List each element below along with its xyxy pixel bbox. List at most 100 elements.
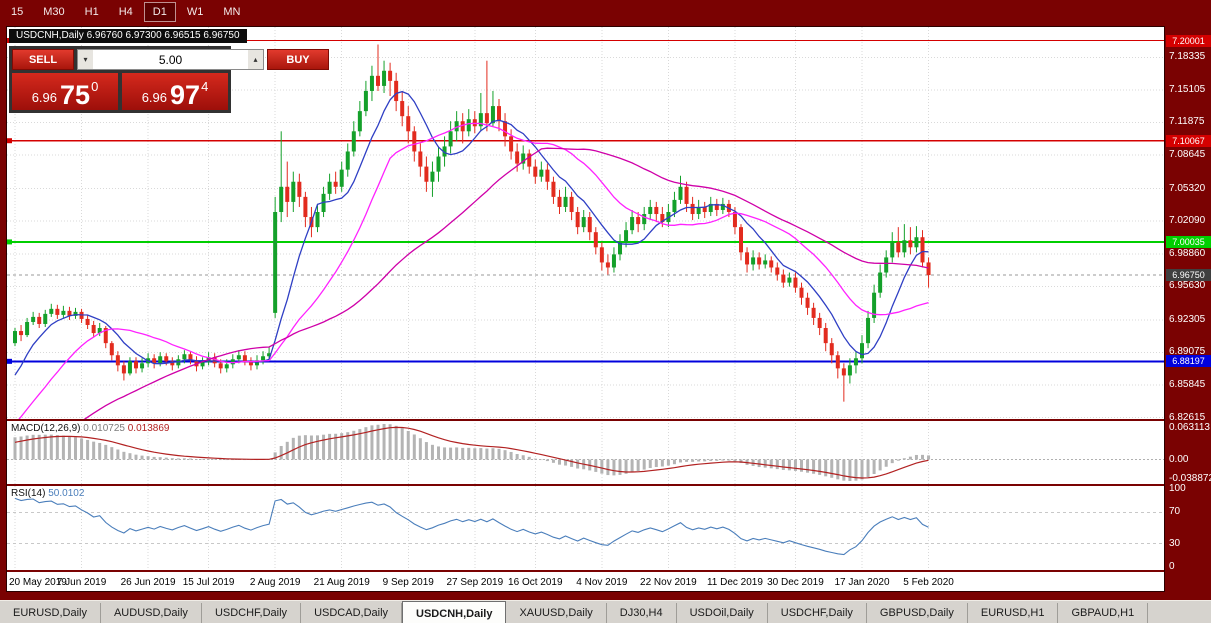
chart-tab-eurusd-daily[interactable]: EURUSD,Daily (0, 603, 101, 623)
rsi-line (14, 497, 929, 556)
buy-button[interactable]: BUY (267, 49, 329, 70)
ohlc-values: 6.96760 6.97300 6.96515 6.96750 (86, 30, 240, 41)
symbol-label: USDCNH,Daily (16, 30, 84, 41)
volume-increase-icon[interactable]: ▴ (248, 50, 263, 69)
moving-averages-group (14, 90, 929, 419)
macd-header: MACD(12,26,9) 0.010725 0.013869 (11, 423, 169, 434)
price-axis: 7.18335 7.15105 7.11875 7.08645 7.05320 7.020… (1166, 27, 1211, 591)
sell-price-base: 6.96 (31, 89, 58, 105)
panel-separator (7, 484, 1164, 486)
timeframe-button-D1[interactable]: D1 (143, 2, 176, 22)
date-label: 11 Dec 2019 (707, 577, 763, 588)
date-label: 16 Oct 2019 (508, 577, 563, 588)
chart-tab-eurusd-h1[interactable]: EURUSD,H1 (968, 603, 1059, 623)
chart-tab-usdcnh-daily[interactable]: USDCNH,Daily (402, 601, 507, 623)
chart-tab-audusd-daily[interactable]: AUDUSD,Daily (101, 603, 202, 623)
chart-tab-xauusd-daily[interactable]: XAUUSD,Daily (506, 603, 607, 623)
macd-value: 0.010725 (83, 423, 125, 434)
date-label: 15 Jul 2019 (183, 577, 235, 588)
ma-line-45 (83, 147, 929, 419)
price-tick-label: 7.18335 (1169, 51, 1206, 63)
volume-stepper: ▾ ▴ (77, 49, 264, 70)
timeframe-button-H4[interactable]: H4 (118, 6, 133, 18)
price-tick-label: 6.82615 (1169, 411, 1206, 423)
price-tick-label: 7.02090 (1169, 215, 1206, 227)
timeframe-button-W1[interactable]: W1 (186, 6, 204, 18)
macd-signal-line (14, 426, 929, 479)
ma-line-20 (18, 122, 929, 419)
chart-tab-usdchf-daily[interactable]: USDCHF,Daily (202, 603, 302, 623)
rsi-label: RSI(14) (11, 488, 46, 499)
timeframe-toolbar: 15 M30 H1 H4 D1 W1 MN (0, 0, 1211, 24)
price-tick-label: 7.08645 (1169, 149, 1206, 161)
date-label: 7 Jun 2019 (57, 577, 107, 588)
price-tick-label: 6.89075 (1169, 346, 1206, 358)
date-label: 9 Sep 2019 (383, 577, 435, 588)
candles-group (13, 44, 931, 402)
macd-signal-value: 0.013869 (127, 423, 170, 434)
price-tag-7.20001: 7.20001 (1166, 34, 1211, 47)
sell-price-pips: 75 (60, 80, 91, 111)
timeframe-button-15[interactable]: 15 (11, 6, 24, 18)
sell-price-point: 0 (91, 79, 99, 94)
date-label: 27 Sep 2019 (446, 577, 503, 588)
chart-tab-bar: EURUSD,Daily AUDUSD,Daily USDCHF,Daily USDC… (0, 600, 1211, 623)
hline-anchor[interactable] (7, 358, 12, 364)
date-label: 17 Jan 2020 (834, 577, 889, 588)
buy-price-button[interactable]: 6.96 97 4 (122, 73, 228, 110)
hline-anchor[interactable] (7, 239, 12, 245)
macd-axis-max: 0.063113 (1169, 422, 1210, 433)
current-price-tag: 6.96750 (1166, 269, 1211, 282)
volume-input[interactable] (93, 50, 248, 69)
price-tick-label: 6.95630 (1169, 280, 1206, 292)
timeframe-button-H1[interactable]: H1 (84, 6, 99, 18)
sell-button[interactable]: SELL (12, 49, 74, 70)
price-tick-label: 7.11875 (1169, 116, 1205, 128)
timeframe-button-MN[interactable]: MN (223, 6, 241, 18)
price-tick-label: 7.05320 (1169, 182, 1206, 194)
date-label: 26 Jun 2019 (121, 577, 176, 588)
rsi-axis-0: 0 (1169, 561, 1175, 572)
volume-decrease-icon[interactable]: ▾ (78, 50, 93, 69)
macd-label: MACD(12,26,9) (11, 423, 81, 434)
buy-price-point: 4 (201, 79, 209, 94)
macd-axis-min: -0.038872 (1169, 473, 1211, 484)
chart-tab-usdchf-daily[interactable]: USDCHF,Daily (768, 603, 867, 623)
buy-price-base: 6.96 (141, 89, 168, 105)
chart-tab-gbpaud-h1[interactable]: GBPAUD,H1 (1058, 603, 1149, 623)
rsi-header: RSI(14) 50.0102 (11, 488, 84, 499)
price-tag-7.10067: 7.10067 (1166, 134, 1211, 147)
buy-price-pips: 97 (170, 80, 201, 111)
panel-separator (7, 570, 1164, 572)
price-tick-label: 6.98860 (1169, 247, 1206, 259)
chart-tab-usdcad-daily[interactable]: USDCAD,Daily (301, 603, 403, 623)
timeframe-button-M30[interactable]: M30 (43, 6, 65, 18)
date-label: 30 Dec 2019 (767, 577, 824, 588)
hline-anchor[interactable] (7, 138, 12, 144)
ma-line-8 (14, 90, 929, 376)
price-tag-7.00035: 7.00035 (1166, 235, 1211, 248)
chart-tab-gbpusd-daily[interactable]: GBPUSD,Daily (867, 603, 968, 623)
chart-area: 20 May 2019 7 Jun 2019 26 Jun 2019 15 Jul 2… (6, 26, 1165, 592)
rsi-axis-30: 30 (1169, 537, 1181, 549)
chart-tab-usdoil-daily[interactable]: USDOil,Daily (677, 603, 768, 623)
date-label: 5 Feb 2020 (903, 577, 954, 588)
date-label: 2 Aug 2019 (250, 577, 301, 588)
rsi-axis-100: 100 (1169, 483, 1186, 494)
rsi-value: 50.0102 (48, 488, 85, 499)
chart-tab-dj30-h4[interactable]: DJ30,H4 (607, 603, 677, 623)
sell-price-button[interactable]: 6.96 75 0 (12, 73, 118, 110)
date-label: 21 Aug 2019 (314, 577, 371, 588)
date-label: 4 Nov 2019 (576, 577, 628, 588)
panel-separator (7, 419, 1164, 421)
price-tick-label: 6.85845 (1169, 379, 1206, 391)
rsi-axis-70: 70 (1169, 506, 1181, 518)
date-label: 20 May 2019 (9, 577, 67, 588)
date-label: 22 Nov 2019 (640, 577, 697, 588)
price-tick-label: 6.92305 (1169, 313, 1206, 325)
symbol-ohlc-bar: USDCNH,Daily 6.96760 6.97300 6.96515 6.9… (9, 29, 247, 43)
price-tick-label: 7.15105 (1169, 83, 1206, 95)
